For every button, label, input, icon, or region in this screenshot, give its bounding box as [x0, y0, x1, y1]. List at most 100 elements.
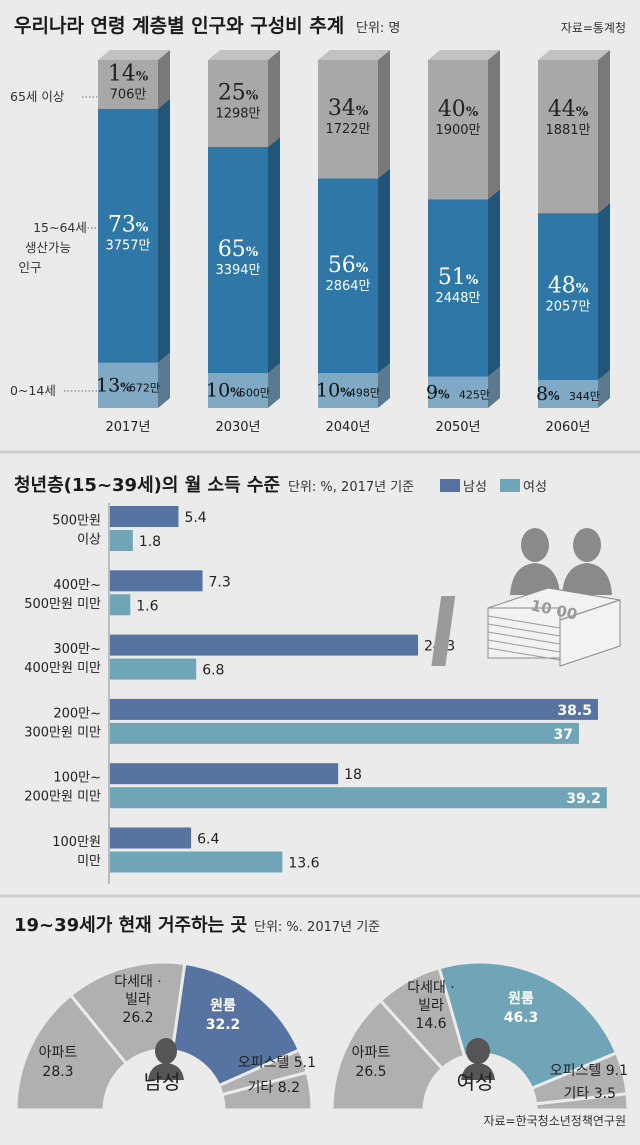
pop-bar-working-4	[538, 213, 598, 381]
income-bar-female-4	[110, 787, 607, 809]
housing-pie-female: 아파트 26.5 다세대 · 빌라 14.6 원룸 46.3 오피스텔 9.1 기타 3.5	[330, 960, 630, 1112]
pop-working-count-2: 2864만	[325, 279, 370, 294]
pop-young-count-4: 344만	[569, 390, 600, 403]
pop-bar-young-2	[318, 373, 378, 408]
income-value-female-5: 13.6	[288, 856, 319, 872]
male-person-icon	[148, 1038, 184, 1080]
housing-value-female-1: 14.6	[415, 1016, 446, 1032]
income-bar-female-2	[110, 658, 197, 680]
income-bar-male-5	[110, 827, 192, 849]
pop-young-pct-1: 10%	[206, 380, 242, 402]
pop-bar-side-working-1	[268, 137, 280, 374]
income-value-female-1: 1.6	[136, 598, 158, 614]
income-category-label-4-line1: 100만~	[53, 771, 101, 786]
row-label-working-3: 인구	[18, 260, 41, 275]
pop-old-count-0: 706만	[110, 87, 147, 102]
population-bars: 14%706만 73%3757만 13%672만 2017년 25%1298만 65%33…	[96, 50, 610, 435]
pop-year-label-0: 2017년	[105, 420, 150, 435]
housing-label-male-1-line1: 다세대 ·	[114, 974, 162, 990]
housing-label-male-1-line2: 빌라	[125, 992, 151, 1008]
pop-bar-working-0	[98, 108, 158, 363]
pop-bar-old-2	[318, 60, 378, 179]
pop-bar-side-young-1	[268, 363, 280, 408]
housing-slice-male-1	[68, 960, 187, 1066]
housing-pie-male: 아파트 28.3 다세대 · 빌라 26.2 원룸 32.2 오피스텔 5.1 기타 8.2	[14, 960, 316, 1112]
pop-bar-young-0	[98, 362, 158, 408]
row-label-young: 0~14세	[10, 383, 56, 398]
pop-working-pct-2: 56%	[328, 253, 369, 278]
pop-bar-young-3	[428, 376, 488, 408]
pop-bar-side-working-4	[598, 203, 610, 381]
income-value-female-4: 39.2	[566, 791, 601, 807]
legend-female-label: 여성	[523, 480, 547, 495]
housing-label-male-0: 아파트	[39, 1045, 78, 1061]
legend-female-swatch	[500, 479, 520, 492]
income-value-female-2: 6.8	[202, 663, 224, 679]
pop-bar-side-working-2	[378, 168, 390, 374]
row-label-working-2: 생산가능	[25, 240, 71, 255]
pop-working-pct-0: 73%	[108, 213, 149, 238]
pop-working-count-3: 2448만	[435, 291, 480, 306]
pop-bar-old-3	[428, 60, 488, 200]
housing-unit: 단위: %. 2017년 기준	[254, 920, 380, 935]
pop-bar-top-4	[538, 50, 610, 60]
income-value-male-4: 18	[344, 767, 362, 783]
income-bar-male-0	[110, 506, 179, 527]
pop-young-count-1: 500만	[239, 387, 270, 400]
income-bar-female-5	[110, 851, 283, 873]
pop-bar-old-0	[98, 60, 158, 109]
income-bar-female-1	[110, 594, 131, 616]
pop-bar-side-old-0	[158, 50, 170, 109]
income-bar-male-2	[110, 634, 419, 656]
pop-old-pct-2: 34%	[328, 96, 369, 121]
housing-label-female-4: 기타 3.5	[564, 1086, 616, 1102]
row-label-working-1: 15~64세	[33, 220, 87, 235]
housing-title: 19~39세가 현재 거주하는 곳	[14, 915, 247, 936]
housing-value-male-0: 28.3	[42, 1064, 73, 1080]
legend-male-label: 남성	[463, 480, 487, 495]
money-people-illustration: 10 00	[431, 528, 621, 667]
pop-bar-top-1	[208, 50, 280, 60]
income-value-female-0: 1.8	[139, 534, 161, 550]
pop-bar-working-1	[208, 147, 268, 374]
pop-bar-side-young-0	[158, 352, 170, 408]
pop-working-count-0: 3757만	[105, 239, 150, 254]
pop-old-pct-3: 40%	[438, 97, 479, 122]
housing-label-female-3: 오피스텔 9.1	[550, 1063, 628, 1079]
population-section: 우리나라 연령 계층별 인구와 구성비 추계 단위: 명 자료=통계청 65세 …	[10, 15, 626, 435]
housing-label-female-2: 원룸	[508, 991, 534, 1007]
housing-label-female-1-line1: 다세대 ·	[407, 980, 455, 996]
pop-young-pct-2: 10%	[316, 380, 352, 402]
pop-year-label-4: 2060년	[545, 420, 590, 435]
pop-bar-side-young-4	[598, 370, 610, 408]
pop-old-pct-4: 44%	[548, 97, 589, 122]
housing-slice-male-4	[220, 1070, 314, 1112]
pop-old-count-3: 1900만	[435, 123, 480, 138]
legend-male-swatch	[440, 479, 460, 492]
pop-bar-young-4	[538, 380, 598, 408]
pop-old-pct-0: 14%	[108, 61, 149, 86]
income-value-male-1: 7.3	[209, 574, 231, 590]
income-bar-female-0	[110, 530, 133, 551]
population-source: 자료=통계청	[561, 21, 626, 35]
population-title: 우리나라 연령 계층별 인구와 구성비 추계	[14, 15, 344, 37]
income-category-label-3-line2: 300만원 미만	[24, 725, 101, 740]
pop-bar-old-4	[538, 60, 598, 214]
pop-young-count-0: 672만	[129, 381, 160, 394]
pop-bar-side-old-2	[378, 50, 390, 179]
housing-label-male-3: 오피스텔 5.1	[238, 1055, 316, 1071]
pop-bar-side-working-3	[488, 189, 500, 377]
pop-old-count-2: 1722만	[325, 122, 370, 137]
income-unit: 단위: %, 2017년 기준	[288, 480, 414, 495]
housing-value-female-2: 46.3	[504, 1010, 539, 1026]
pop-working-pct-1: 65%	[218, 237, 259, 262]
income-value-male-0: 5.4	[184, 510, 206, 526]
income-category-label-0-line2: 이상	[77, 533, 101, 548]
pop-bar-young-1	[208, 373, 268, 408]
housing-slice-female-4	[534, 1092, 630, 1112]
pop-year-label-3: 2050년	[435, 420, 480, 435]
pop-old-count-4: 1881만	[545, 123, 590, 138]
